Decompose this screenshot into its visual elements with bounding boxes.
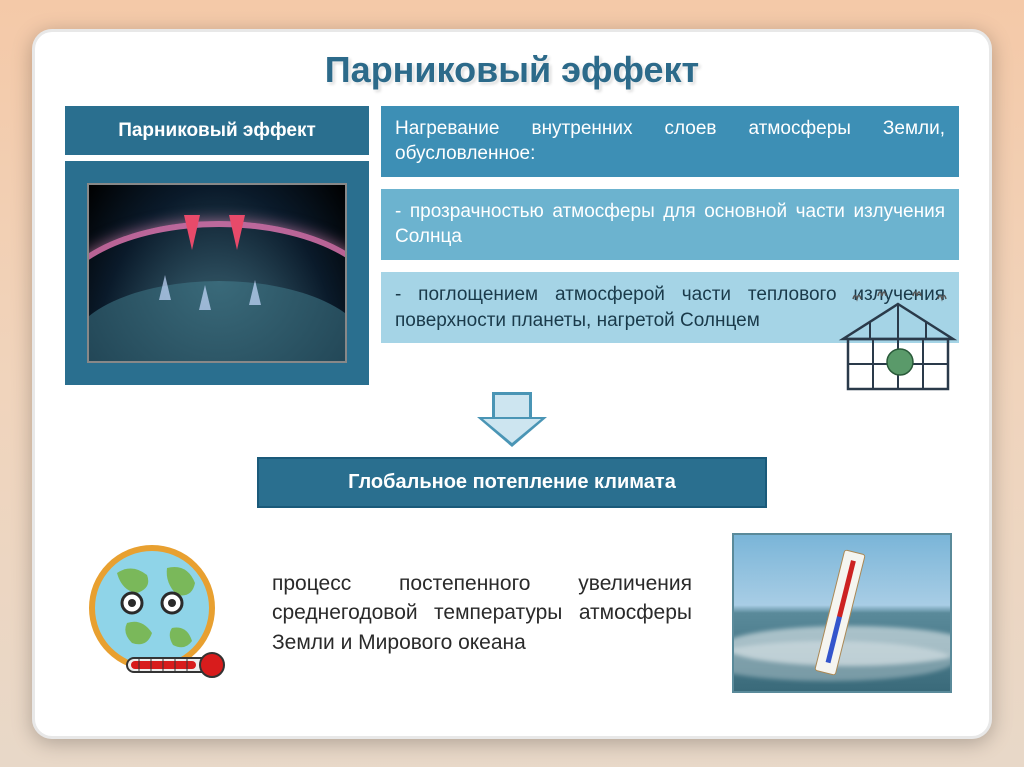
greenhouse-drawing-icon <box>828 284 968 394</box>
arrow-down-icon <box>477 392 547 447</box>
consequence-banner: Глобальное потепление климата <box>257 457 767 508</box>
bottom-row: процесс постепенного увеличения среднего… <box>62 533 962 693</box>
left-column: Парниковый эффект <box>62 103 372 389</box>
top-grid: Парниковый эффект Нагревание внутренних … <box>62 103 962 389</box>
warming-definition-text: процесс постепенного увеличения среднего… <box>272 569 702 657</box>
greenhouse-effect-diagram <box>87 183 347 363</box>
ocean-thermometer-photo <box>732 533 952 693</box>
slide-frame: Парниковый эффект Парниковый эффект Нагр… <box>32 29 992 739</box>
sick-earth-icon <box>72 533 242 693</box>
diagram-box <box>62 158 372 388</box>
definition-row-2: - прозрачностью атмосферы для основной ч… <box>378 186 962 263</box>
header-cell-left: Парниковый эффект <box>62 103 372 159</box>
slide-title: Парниковый эффект <box>62 49 962 91</box>
definition-row-1: Нагревание внутренних слоев атмосферы Зе… <box>378 103 962 180</box>
